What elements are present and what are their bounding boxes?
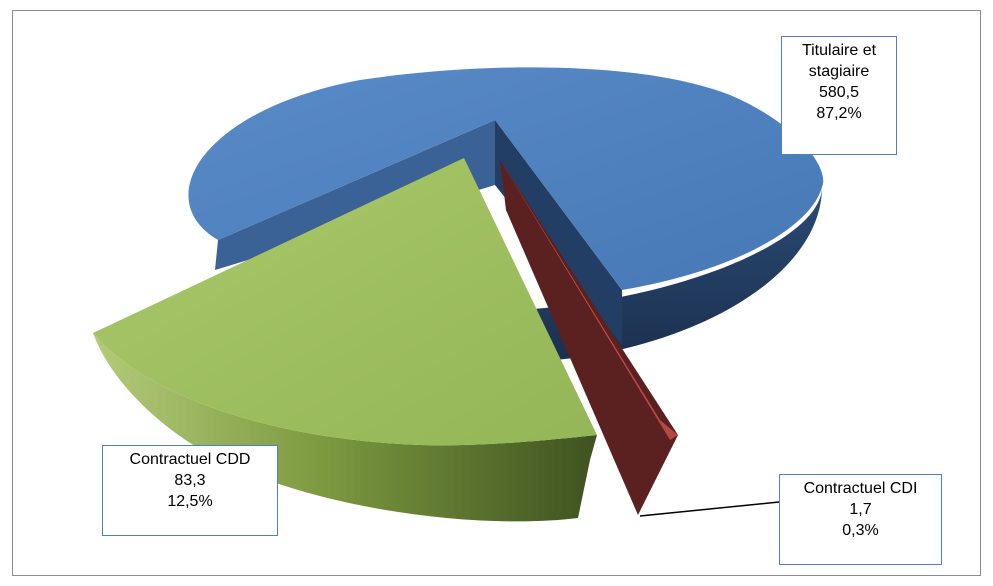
slice-cdi <box>500 160 678 515</box>
data-label-cdi: Contractuel CDI 1,7 0,3% <box>779 474 942 565</box>
data-label-cdd-value: 83,3 <box>174 472 206 489</box>
data-label-titulaire-name-1: Titulaire et <box>801 42 877 59</box>
slice-cdd <box>93 158 597 522</box>
data-label-titulaire-value: 580,5 <box>818 84 860 101</box>
slice-cdd-side <box>93 333 597 522</box>
data-label-cdi-value: 1,7 <box>849 501 872 518</box>
data-label-cdd-name: Contractuel CDD <box>129 451 251 468</box>
slice-titulaire-top <box>188 67 824 290</box>
cdi-leader-line <box>639 501 780 517</box>
data-label-titulaire-percent: 87,2% <box>816 105 862 122</box>
data-label-titulaire-name-2: stagiaire <box>808 63 870 80</box>
slice-titulaire-inner-wall <box>215 120 495 270</box>
data-label-cdi-percent: 0,3% <box>842 522 879 539</box>
slice-cdd-top <box>93 158 597 446</box>
data-label-cdd: Contractuel CDD 83,3 12,5% <box>102 445 278 536</box>
data-label-cdd-percent: 12,5% <box>167 493 213 510</box>
slice-titulaire-cut-wall <box>495 120 622 345</box>
data-label-cdi-name: Contractuel CDI <box>803 480 918 497</box>
slice-cdi-side <box>500 160 678 515</box>
data-label-titulaire: Titulaire et stagiaire 580,5 87,2% <box>781 36 897 155</box>
